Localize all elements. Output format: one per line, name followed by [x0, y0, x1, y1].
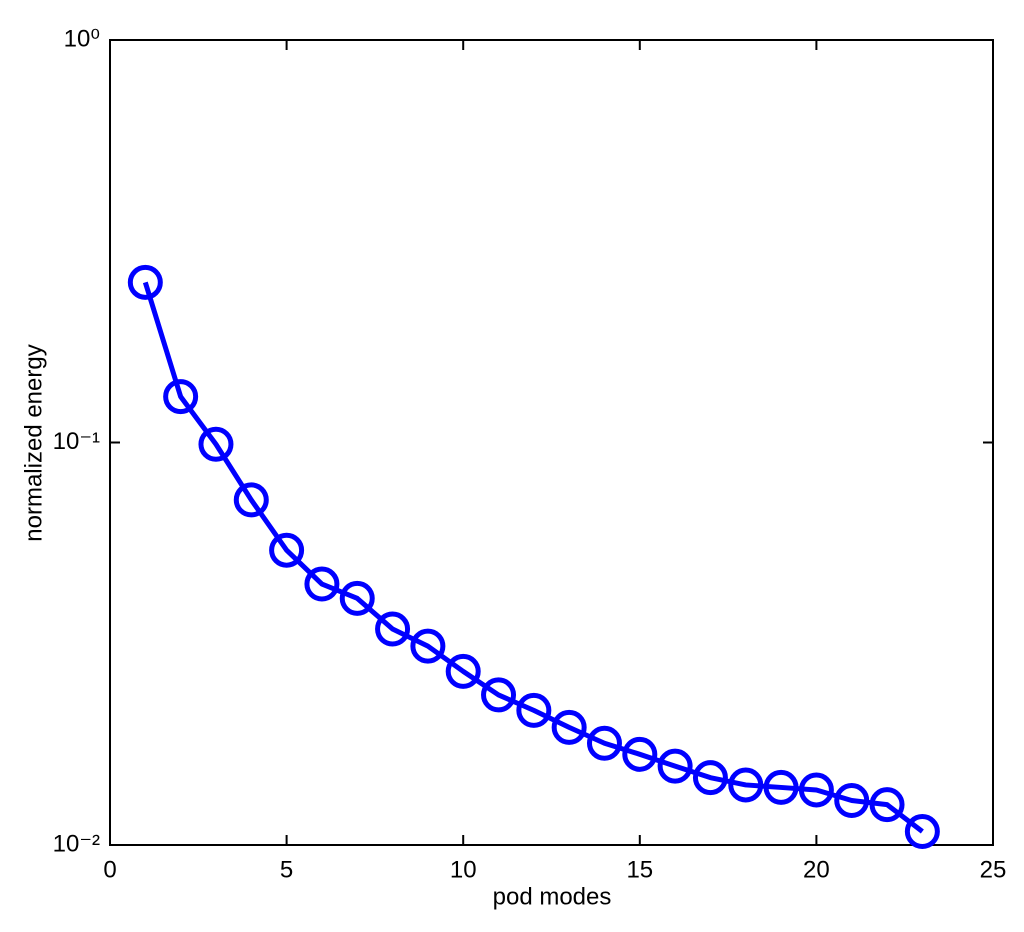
data-point [763, 769, 799, 805]
data-point [622, 736, 658, 772]
x-tick-label: 15 [626, 856, 653, 883]
data-point [304, 566, 340, 602]
data-point [692, 760, 728, 796]
data-point [269, 532, 305, 568]
y-tick-label: 10⁰ [64, 25, 100, 52]
data-point [834, 782, 870, 818]
data-point [798, 772, 834, 808]
data-point [127, 264, 163, 300]
y-tick-label: 10⁻² [53, 830, 100, 857]
data-line [142, 281, 924, 834]
data-point [657, 748, 693, 784]
data-point [904, 814, 940, 850]
data-point [233, 482, 269, 518]
data-point [163, 379, 199, 415]
x-tick-label: 10 [450, 856, 477, 883]
data-point [339, 580, 375, 616]
data-point [551, 709, 587, 745]
data-point [375, 611, 411, 647]
plot-frame [109, 39, 994, 846]
x-tick-label: 0 [103, 856, 116, 883]
x-axis-label: pod modes [493, 883, 612, 910]
x-tick-label: 5 [280, 856, 293, 883]
data-point [481, 677, 517, 713]
data-point [728, 767, 764, 803]
data-point [586, 725, 622, 761]
data-point [198, 426, 234, 462]
x-tick-label: 25 [980, 856, 1007, 883]
y-axis-label: normalized energy [20, 344, 47, 541]
x-tick-label: 20 [803, 856, 830, 883]
data-point [445, 653, 481, 689]
data-point [516, 692, 552, 728]
data-point [869, 787, 905, 823]
y-tick-label: 10⁻¹ [53, 428, 100, 455]
data-point [410, 628, 446, 664]
